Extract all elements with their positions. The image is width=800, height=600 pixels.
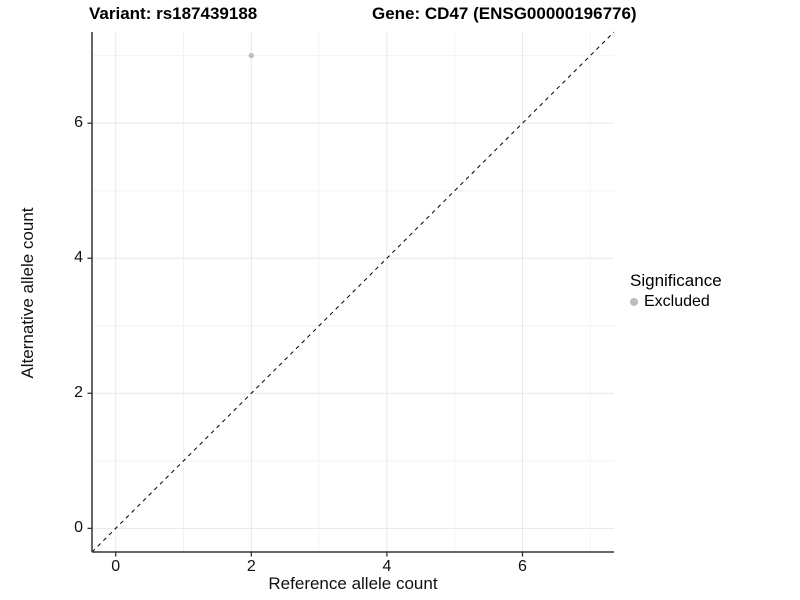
y-tick-label: 6 <box>74 114 83 132</box>
x-tick-label: 2 <box>246 558 256 575</box>
legend-title: Significance <box>630 271 722 290</box>
x-tick-label: 4 <box>382 558 392 575</box>
y-tick-label: 4 <box>74 249 83 267</box>
x-axis-title: Reference allele count <box>268 574 438 593</box>
y-tick-label: 0 <box>74 519 83 537</box>
plot-title-variant: Variant: rs187439188 <box>89 4 258 23</box>
y-axis-title: Alternative allele count <box>18 207 37 379</box>
legend: Significance Excluded <box>630 271 722 311</box>
identity-dashed-line <box>91 31 615 553</box>
legend-entry-excluded: Excluded <box>630 293 722 311</box>
data-point <box>248 53 254 59</box>
x-tick-label: 6 <box>518 558 527 575</box>
x-tick-label: 0 <box>111 558 121 575</box>
y-tick-label: 2 <box>74 384 83 402</box>
excluded-point-icon <box>630 298 638 306</box>
plot-title-gene: Gene: CD47 (ENSG00000196776) <box>372 4 637 23</box>
legend-entry-label: Excluded <box>644 293 710 310</box>
